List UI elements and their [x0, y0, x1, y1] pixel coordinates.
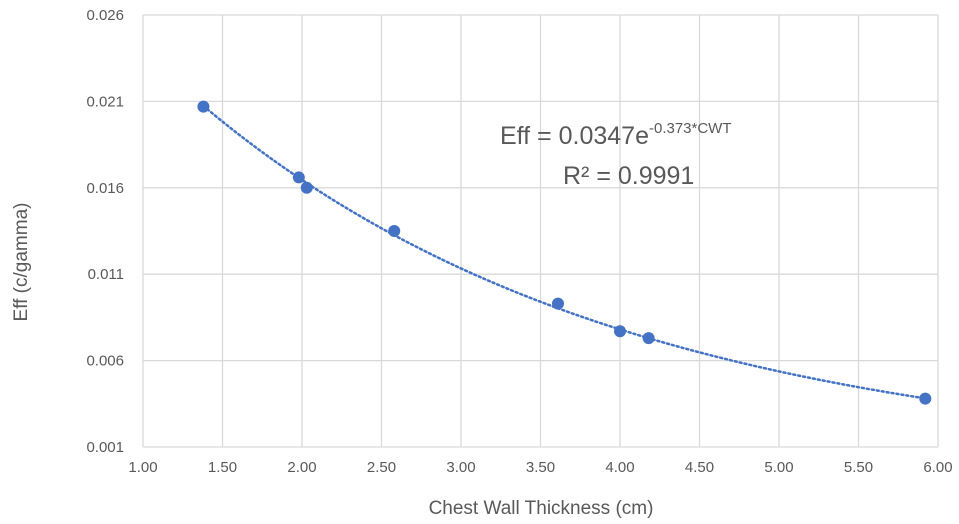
y-tick-label: 0.011: [88, 266, 124, 283]
data-point: [919, 392, 932, 405]
data-point: [292, 171, 305, 184]
exponential-trendline: [202, 104, 927, 400]
x-tick-label: 1.00: [128, 459, 157, 476]
y-tick-label: 0.016: [86, 180, 124, 197]
x-tick-label: 2.00: [287, 459, 316, 476]
data-point: [551, 297, 564, 310]
data-points: [197, 100, 932, 405]
gridlines: [142, 14, 939, 448]
x-tick-label: 5.50: [844, 459, 873, 476]
x-tick-label: 3.50: [526, 459, 555, 476]
data-point: [300, 181, 313, 194]
y-tick-label: 0.021: [86, 93, 124, 110]
data-point: [388, 225, 401, 237]
x-tick-label: 5.00: [764, 459, 793, 476]
x-tick-label: 4.50: [685, 459, 714, 476]
x-tick-label: 3.00: [446, 459, 475, 476]
x-tick-label: 4.00: [605, 459, 634, 476]
x-axis-label: Chest Wall Thickness (cm): [429, 498, 654, 519]
y-tick-label: 0.026: [86, 7, 124, 24]
data-point: [614, 325, 626, 338]
y-tick-label: 0.006: [86, 353, 124, 370]
data-point: [197, 100, 210, 113]
r-squared-label: R² = 0.9991: [563, 162, 694, 190]
equation-main: Eff = 0.0347e: [500, 122, 649, 150]
x-tick-label: 1.50: [208, 459, 237, 476]
equation-exponent: -0.373*CWT: [649, 120, 732, 137]
x-tick-label: 2.50: [367, 459, 396, 476]
y-tick-label: 0.001: [86, 439, 124, 456]
x-axis-ticks: 1.00 1.50 2.00 2.50 3.00 3.50 4.00 4.50 5.00 5.50…: [128, 459, 952, 476]
x-tick-label: 6.00: [923, 459, 952, 476]
y-axis-label: Eff (c/gamma): [11, 203, 32, 322]
y-axis-ticks: 0.001 0.006 0.011 0.016 0.021 0.026: [86, 7, 124, 456]
data-point: [642, 332, 655, 345]
trendline-equation: Eff = 0.0347e-0.373*CWT: [500, 120, 732, 150]
